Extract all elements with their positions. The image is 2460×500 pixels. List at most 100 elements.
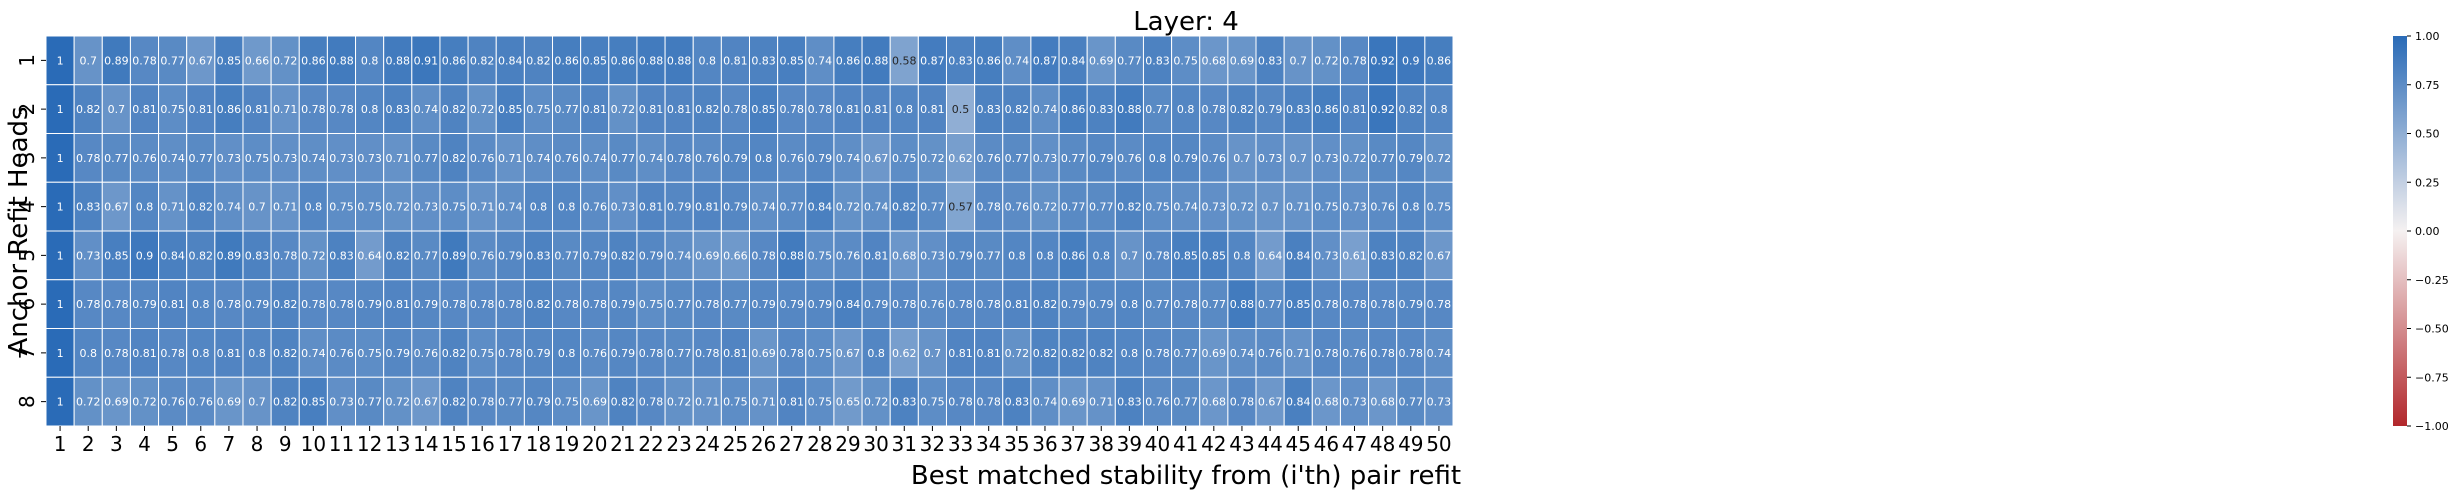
cell-value-label: 0.86 — [1061, 249, 1086, 262]
cell-value-label: 0.82 — [386, 249, 411, 262]
cell-value-label: 0.76 — [189, 396, 214, 409]
cell-value-label: 0.76 — [1370, 201, 1395, 214]
heatmap-cell — [411, 328, 441, 378]
cell-value-label: 0.81 — [189, 103, 214, 116]
cell-value-label: 0.9 — [1402, 54, 1420, 67]
heatmap-cell — [608, 35, 638, 86]
cell-value-label: 0.69 — [104, 396, 129, 409]
cell-value-label: 0.82 — [189, 249, 214, 262]
heatmap-cell — [298, 376, 328, 427]
cell-value-label: 0.83 — [1117, 396, 1142, 409]
cell-value-label: 0.78 — [892, 298, 917, 311]
cell-value-label: 0.74 — [1033, 103, 1058, 116]
cell-value-label: 0.79 — [639, 249, 664, 262]
cell-value-label: 0.74 — [414, 103, 439, 116]
cell-value-label: 0.72 — [1314, 54, 1339, 67]
heatmap-cell — [355, 133, 385, 183]
cell-value-label: 0.73 — [1314, 152, 1339, 165]
cell-value-label: 0.72 — [920, 152, 945, 165]
cell-value-label: 0.82 — [273, 396, 298, 409]
heatmap-cell — [1396, 181, 1426, 232]
heatmap-cell — [355, 230, 385, 281]
heatmap-cell — [1339, 133, 1370, 183]
cell-value-label: 0.81 — [723, 54, 748, 67]
cell-value-label: 0.78 — [76, 298, 101, 311]
cell-value-label: 0.78 — [498, 347, 523, 360]
colorbar-tick-label: −0.75 — [2415, 371, 2449, 384]
colorbar: 1.00 0.75 0.50 0.25 0.00 −0.25 −0.50 −0.75 −1.00 — [2393, 30, 2449, 433]
cell-value-label: 0.78 — [976, 298, 1001, 311]
x-tick-label: 6 — [194, 432, 207, 456]
cell-value-label: 0.77 — [554, 103, 579, 116]
cell-value-label: 0.74 — [1005, 54, 1030, 67]
heatmap-cell — [974, 84, 1004, 134]
heatmap-cell — [974, 133, 1004, 183]
heatmap-cell — [636, 35, 666, 86]
heatmap-cell — [411, 35, 441, 86]
cell-value-label: 0.72 — [386, 201, 411, 214]
cell-value-label: 0.69 — [582, 396, 607, 409]
cell-value-label: 0.76 — [132, 152, 157, 165]
heatmap-cell — [467, 35, 497, 86]
heatmap-cell — [1424, 279, 1454, 329]
cell-value-label: 0.69 — [695, 249, 720, 262]
cell-value-label: 0.83 — [1005, 396, 1030, 409]
cell-value-label: 0.77 — [1145, 298, 1170, 311]
cell-value-label: 0.81 — [723, 347, 748, 360]
heatmap-cell — [1255, 328, 1285, 378]
x-tick-label: 31 — [892, 432, 917, 456]
cell-value-label: 0.76 — [836, 249, 861, 262]
cell-value-label: 0.74 — [582, 152, 607, 165]
cell-value-label: 0.83 — [892, 396, 917, 409]
cell-value-label: 0.87 — [920, 54, 945, 67]
cell-value-label: 0.81 — [667, 103, 692, 116]
cell-value-label: 0.81 — [639, 103, 664, 116]
cell-value-label: 0.86 — [1427, 54, 1452, 67]
cell-value-label: 0.75 — [357, 201, 382, 214]
cell-value-label: 0.77 — [723, 298, 748, 311]
cell-value-label: 0.76 — [920, 298, 945, 311]
heatmap-cell — [1424, 376, 1454, 427]
heatmap-cell — [805, 376, 835, 427]
cell-value-label: 0.82 — [526, 54, 551, 67]
x-tick-label: 48 — [1370, 432, 1395, 456]
colorbar-tick-label: 0.50 — [2415, 128, 2440, 141]
cell-value-label: 0.82 — [1399, 103, 1424, 116]
cell-value-label: 0.67 — [864, 152, 889, 165]
heatmap-cell — [1058, 230, 1088, 281]
heatmap-cell — [467, 133, 497, 183]
heatmap-cell — [355, 181, 385, 232]
y-tick-label: 5 — [15, 249, 39, 262]
cell-value-label: 0.83 — [948, 54, 973, 67]
cell-value-label: 0.73 — [217, 152, 242, 165]
x-tick-label: 35 — [1004, 432, 1029, 456]
heatmap-cell — [777, 230, 807, 281]
colorbar-tick-label: 0.00 — [2415, 225, 2440, 238]
heatmap-cell — [158, 328, 188, 378]
cell-value-label: 0.74 — [301, 152, 326, 165]
cell-value-label: 0.75 — [526, 103, 551, 116]
cell-value-label: 0.77 — [1202, 298, 1227, 311]
cell-value-label: 0.61 — [1342, 249, 1367, 262]
heatmap-cell — [1030, 230, 1060, 281]
heatmap-cell — [214, 279, 244, 329]
cell-value-label: 0.81 — [1342, 103, 1367, 116]
cell-value-label: 0.79 — [723, 201, 748, 214]
cell-value-label: 0.81 — [582, 103, 607, 116]
x-tick-label: 34 — [976, 432, 1001, 456]
cell-value-label: 0.8 — [1036, 249, 1054, 262]
cell-value-label: 0.8 — [1093, 249, 1111, 262]
heatmap-cell — [777, 84, 807, 134]
heatmap-cell — [636, 279, 666, 329]
heatmap-cell — [73, 133, 103, 183]
cell-value-label: 0.71 — [386, 152, 411, 165]
x-tick-label: 20 — [582, 432, 607, 456]
heatmap-cell — [917, 181, 947, 232]
heatmap-cell — [1058, 84, 1088, 134]
cell-value-label: 0.77 — [667, 347, 692, 360]
cell-value-label: 0.7 — [248, 396, 266, 409]
cell-value-label: 0.82 — [273, 347, 298, 360]
heatmap-cell — [580, 84, 610, 134]
cell-value-label: 0.78 — [1370, 298, 1395, 311]
